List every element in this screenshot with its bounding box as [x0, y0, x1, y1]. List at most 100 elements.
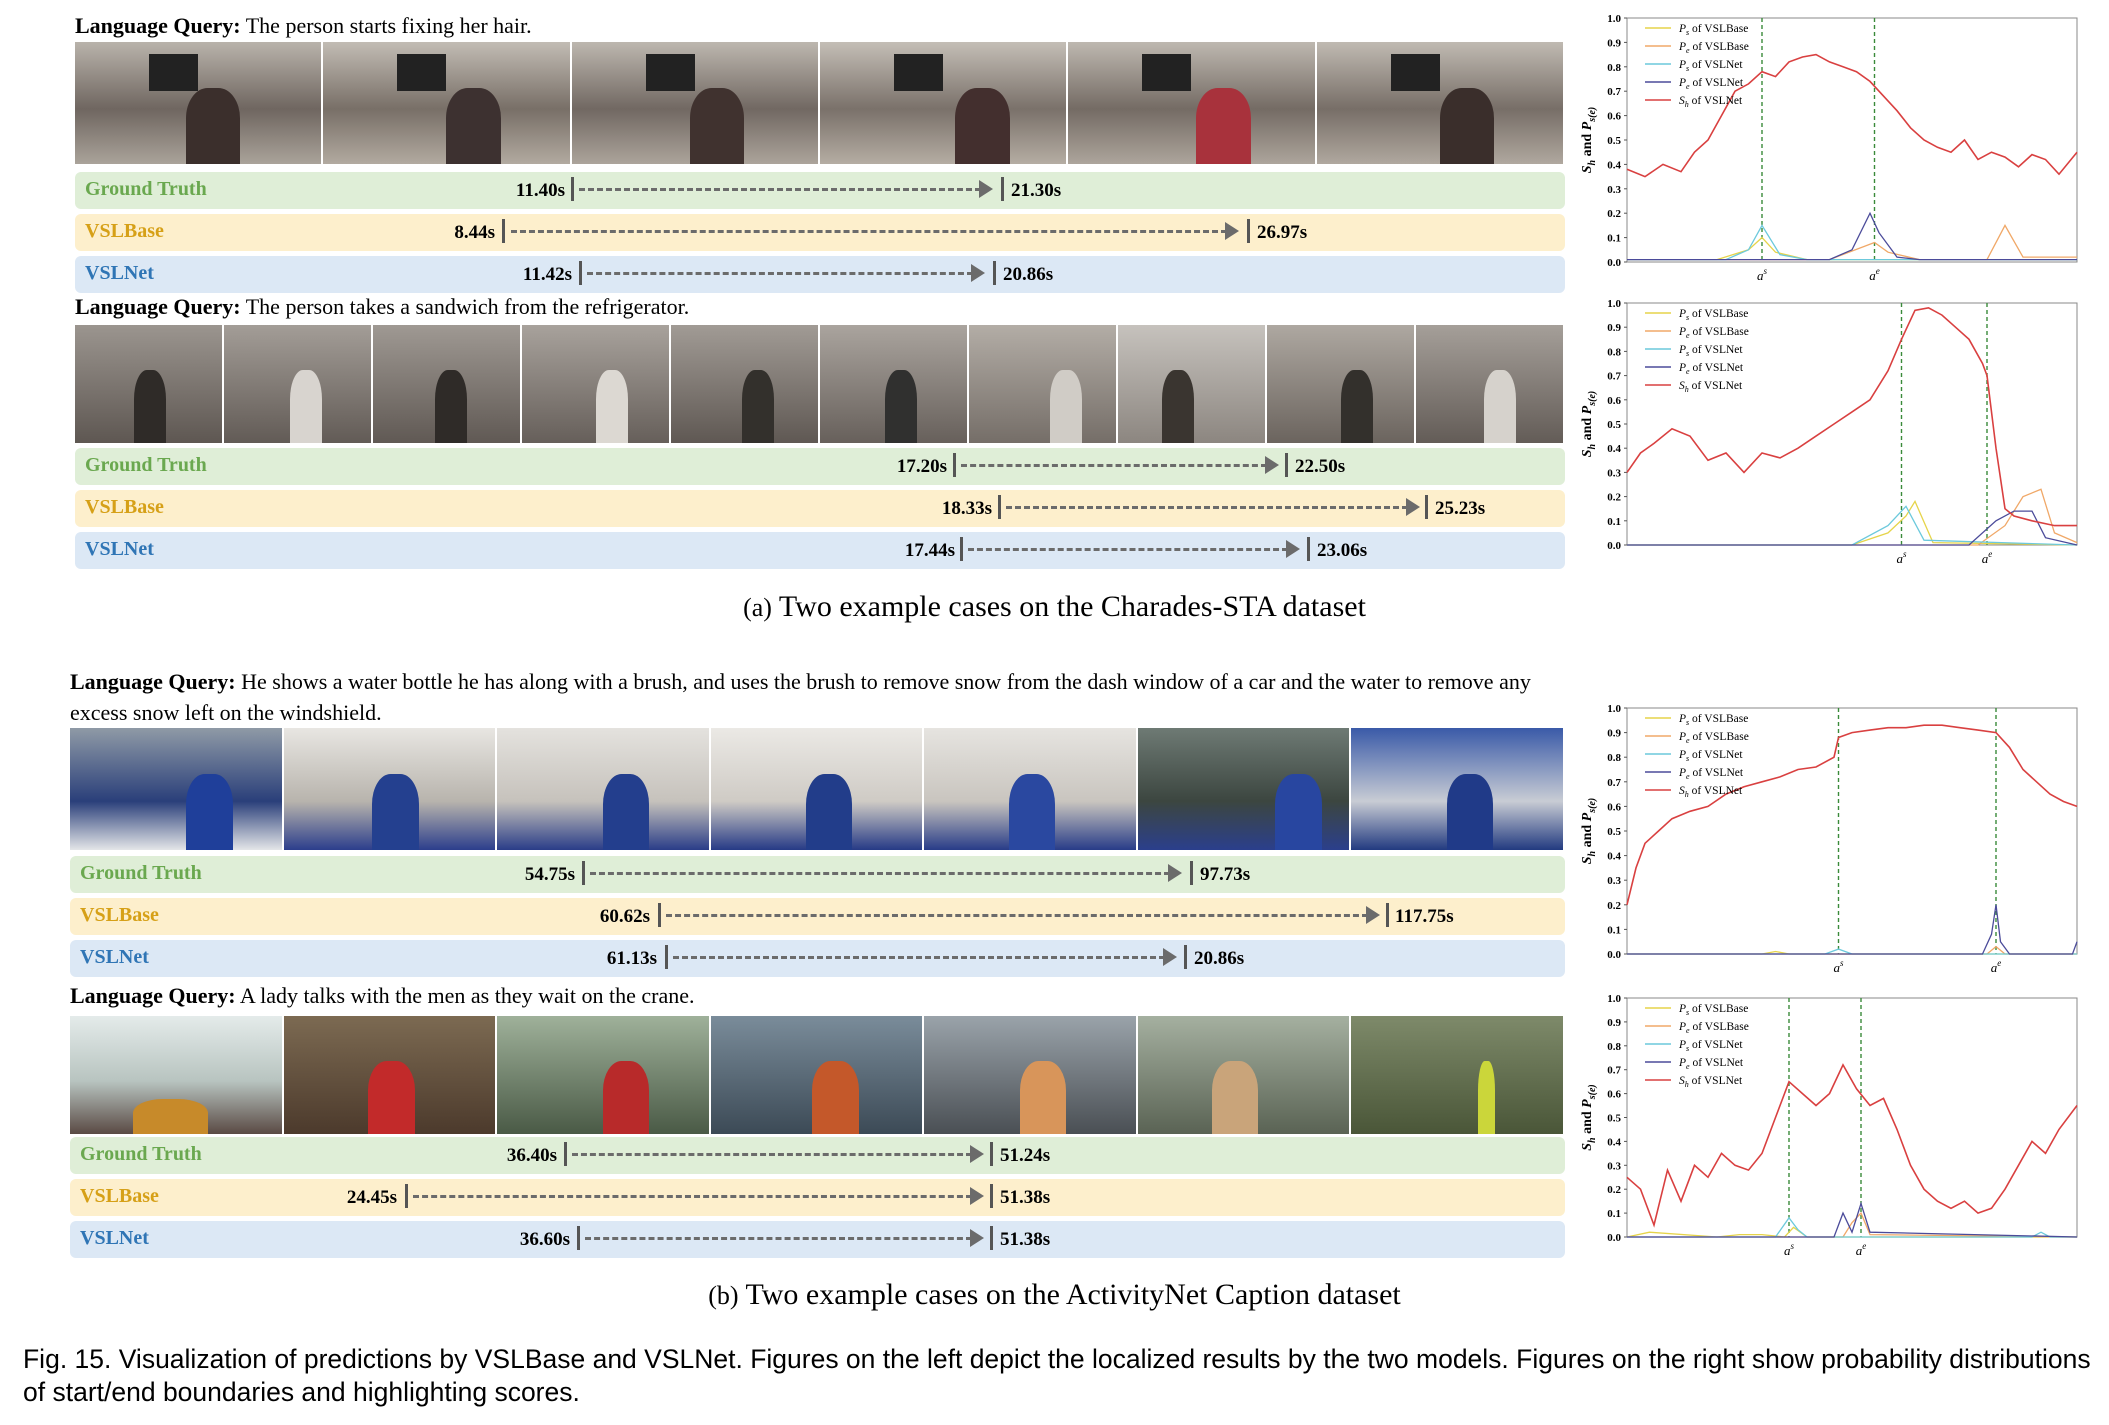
video-frames [75, 42, 1565, 164]
example-4: Language Query: A lady talks with the me… [70, 982, 1566, 1262]
end-tick [1190, 861, 1193, 885]
y-tick-label: 0.8 [1607, 752, 1621, 764]
video-frame [710, 1016, 925, 1134]
y-tick-label: 0.9 [1607, 1017, 1621, 1029]
end-time: 26.97s [1257, 222, 1308, 243]
legend-entry: Ps​ of VSLNet [1678, 344, 1743, 358]
subcaption-tag: (a) [743, 593, 772, 622]
y-tick-label: 0.4 [1607, 159, 1621, 171]
arrowhead [970, 1145, 984, 1163]
figure-caption: Fig. 15. Visualization of predictions by… [23, 1344, 2091, 1407]
vslbase-row: VSLBase 8.44s 26.97s [75, 214, 1565, 251]
legend-entry: Pe​ of VSLBase [1678, 731, 1749, 745]
arrowhead [970, 1229, 984, 1247]
series-line [1626, 1063, 2078, 1228]
span-arrow [666, 914, 1368, 917]
span-arrow [968, 548, 1288, 551]
subcaption-a: (a) Two example cases on the Charades-ST… [0, 590, 2109, 624]
end-tick [990, 1226, 993, 1250]
language-query: Language Query: The person takes a sandw… [75, 293, 1565, 320]
y-tick-label: 0.3 [1607, 1160, 1621, 1172]
end-time: 117.75s [1395, 906, 1454, 927]
series-line [1627, 211, 2077, 261]
video-frame [283, 1016, 498, 1134]
arrowhead [1406, 498, 1420, 516]
end-time: 25.23s [1435, 498, 1486, 519]
plot-frame [1626, 997, 2078, 1238]
y-tick-label: 0.1 [1607, 1208, 1621, 1220]
row-label: VSLBase [85, 496, 164, 518]
y-tick-label: 0.7 [1607, 1065, 1621, 1077]
end-tick [1307, 537, 1310, 561]
end-time: 20.86s [1003, 264, 1054, 285]
row-label: VSLNet [80, 1227, 149, 1249]
subcaption-b: (b) Two example cases on the ActivityNet… [0, 1278, 2109, 1312]
query-text: The person takes a sandwich from the ref… [245, 294, 690, 319]
video-frames [75, 325, 1565, 443]
y-tick-label: 0.3 [1607, 467, 1621, 479]
video-frame [571, 42, 820, 164]
query-prefix: Language Query: [75, 13, 241, 38]
end-tick [1184, 945, 1187, 969]
ground-truth-row: Ground Truth 36.40s 51.24s [70, 1137, 1565, 1174]
probability-plot-2: 0.0 0.1 0.2 0.3 0.4 0.5 0.6 0.7 0.8 0.9 1.0 Sh​ and… [1575, 295, 2085, 573]
video-frame [75, 325, 224, 443]
plot-svg: 0.0 0.1 0.2 0.3 0.4 0.5 0.6 0.7 0.8 0.9 1.0 Sh​ and… [1580, 703, 2078, 975]
arrowhead [979, 180, 993, 198]
legend-entry: Pe​ of VSLBase [1678, 41, 1749, 55]
legend-entry: Pe​ of VSLNet [1678, 1057, 1744, 1071]
video-frame [924, 1016, 1138, 1134]
y-tick-label: 0.5 [1607, 1113, 1621, 1125]
start-tick [564, 1142, 567, 1166]
end-time: 20.86s [1194, 948, 1245, 969]
start-time: 54.75s [524, 864, 575, 885]
span-arrow [572, 1153, 972, 1156]
legend-entry: Pe​ of VSLNet [1678, 77, 1744, 91]
start-time: 11.40s [515, 180, 565, 201]
series-line [1627, 1201, 2078, 1238]
query-prefix: Language Query: [75, 294, 241, 319]
plot-frame [1626, 302, 2078, 546]
y-tick-label: 0.1 [1607, 924, 1621, 936]
series-line [1626, 53, 2078, 178]
start-time: 60.62s [599, 906, 650, 927]
row-label: VSLBase [80, 1185, 159, 1207]
video-frame [1416, 325, 1565, 443]
video-frame [671, 325, 820, 443]
arrowhead [1168, 864, 1182, 882]
vslnet-row: VSLNet 61.13s 20.86s [70, 940, 1565, 977]
end-tick [990, 1142, 993, 1166]
x-tick-label: ae​ [1869, 266, 1880, 283]
legend-entry: Sh​ of VSLNet [1679, 1075, 1743, 1089]
plot-frame [1626, 17, 2078, 263]
start-tick [658, 903, 661, 927]
span-arrow [1006, 506, 1408, 509]
end-tick [1001, 177, 1004, 201]
plot-frame [1626, 707, 2078, 955]
x-tick-label: as​ [1784, 1241, 1795, 1258]
video-frame [924, 728, 1138, 850]
end-time: 21.30s [1011, 180, 1062, 201]
start-tick [998, 495, 1001, 519]
arrowhead [1265, 456, 1279, 474]
arrowhead [1225, 222, 1239, 240]
y-tick-label: 0.0 [1607, 949, 1621, 961]
series-line [1626, 724, 2078, 905]
legend-entry: Ps​ of VSLBase [1678, 713, 1748, 727]
arrowhead [971, 264, 985, 282]
video-frame [1137, 1016, 1352, 1134]
probability-plot-3: 0.0 0.1 0.2 0.3 0.4 0.5 0.6 0.7 0.8 0.9 1.0 Sh​ and… [1575, 700, 2085, 982]
y-axis-label: Sh​ and Ps(e)​ [1580, 107, 1598, 174]
end-tick [993, 261, 996, 285]
span-arrow [413, 1195, 972, 1198]
y-tick-label: 0.0 [1607, 540, 1621, 552]
row-label: Ground Truth [85, 454, 207, 476]
start-tick [582, 861, 585, 885]
legend-entry: Pe​ of VSLNet [1678, 767, 1744, 781]
y-axis-label: Sh​ and Ps(e)​ [1580, 798, 1598, 865]
language-query: Language Query: The person starts fixing… [75, 12, 1565, 39]
query-prefix: Language Query: [70, 983, 236, 1008]
start-time: 24.45s [346, 1187, 397, 1208]
example-2: Language Query: The person takes a sandw… [75, 293, 1570, 573]
legend-entry: Pe​ of VSLBase [1678, 1021, 1749, 1035]
